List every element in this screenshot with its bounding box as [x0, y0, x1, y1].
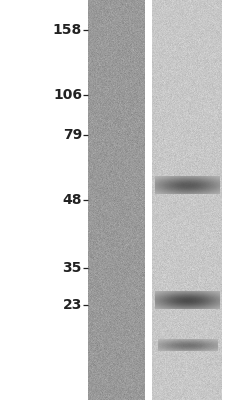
Text: 158: 158	[52, 23, 82, 37]
Text: 106: 106	[53, 88, 82, 102]
Text: 23: 23	[62, 298, 82, 312]
Bar	[144, 0, 151, 400]
Text: 35: 35	[62, 261, 82, 275]
Text: 48: 48	[62, 193, 82, 207]
Text: 79: 79	[62, 128, 82, 142]
